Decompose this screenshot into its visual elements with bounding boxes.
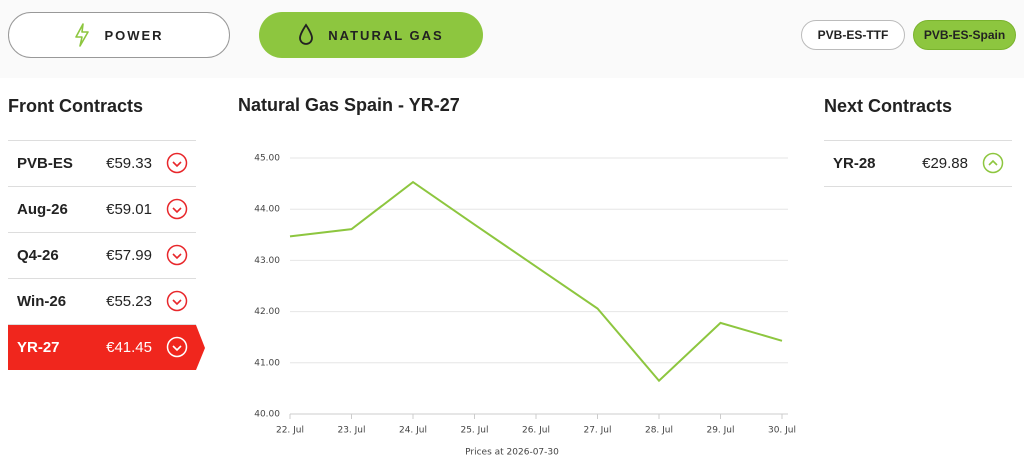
- power-tab[interactable]: POWER: [8, 12, 230, 58]
- down-icon[interactable]: [166, 198, 188, 220]
- chart-caption: Prices at 2026-07-30: [465, 448, 559, 458]
- tab-label: NATURAL GAS: [328, 27, 444, 43]
- tab-label: POWER: [104, 27, 164, 43]
- contract-name: Win-26: [17, 293, 67, 310]
- toggle-label: PVB-ES-Spain: [923, 28, 1006, 42]
- chart: Natural Gas Spain - YR-27 Prices at 2026…: [238, 95, 796, 458]
- contract-row[interactable]: Aug-26 €59.01: [8, 187, 196, 233]
- x-tick-label: 29. Jul: [706, 426, 734, 436]
- front-list: PVB-ES €59.33 Aug-26 €59.01 Q4-26 €57.99 Win-2…: [8, 140, 205, 370]
- y-tick-label: 40.00: [254, 410, 280, 420]
- contract-name: Aug-26: [17, 201, 68, 218]
- chart-title: Natural Gas Spain - YR-27: [238, 95, 460, 115]
- x-tick-label: 30. Jul: [768, 426, 796, 436]
- down-icon[interactable]: [166, 152, 188, 174]
- drop-icon: [299, 23, 314, 45]
- down-icon[interactable]: [166, 290, 188, 312]
- x-tick-label: 23. Jul: [337, 426, 365, 436]
- contract-price: €55.23: [106, 293, 152, 310]
- contract-row[interactable]: Q4-26 €57.99: [8, 233, 196, 279]
- up-icon[interactable]: [982, 152, 1004, 174]
- bolt-icon: [75, 23, 90, 47]
- contract-row[interactable]: YR-27 €41.45: [8, 325, 205, 370]
- x-tick-label: 24. Jul: [399, 426, 427, 436]
- contract-row[interactable]: YR-28 €29.88: [824, 141, 1012, 187]
- x-tick-label: 28. Jul: [645, 426, 673, 436]
- next-list: YR-28 €29.88: [824, 140, 1012, 187]
- x-tick-label: 22. Jul: [276, 426, 304, 436]
- contract-price: €57.99: [106, 247, 152, 264]
- x-tick-label: 25. Jul: [460, 426, 488, 436]
- y-tick-label: 44.00: [254, 205, 280, 215]
- top-bar: POWER NATURAL GAS PVB-ES-TTF PVB-ES-Spai…: [0, 0, 1024, 78]
- contract-name: PVB-ES: [17, 155, 73, 172]
- natural-gas-tab[interactable]: NATURAL GAS: [259, 12, 483, 58]
- x-tick-label: 26. Jul: [522, 426, 550, 436]
- section-title: Front Contracts: [8, 96, 143, 116]
- contract-row[interactable]: Win-26 €55.23: [8, 279, 196, 325]
- price-line: [289, 180, 783, 383]
- y-tick-label: 42.00: [254, 307, 280, 317]
- contract-price: €29.88: [922, 155, 968, 172]
- y-tick-label: 41.00: [254, 358, 280, 368]
- y-tick-label: 43.00: [254, 256, 280, 266]
- down-icon[interactable]: [166, 336, 188, 358]
- contract-price: €59.01: [106, 201, 152, 218]
- toggle[interactable]: PVB-ES-TTF: [801, 20, 905, 50]
- down-icon[interactable]: [166, 244, 188, 266]
- contract-name: Q4-26: [17, 247, 59, 264]
- toggle[interactable]: PVB-ES-Spain: [913, 20, 1016, 50]
- contract-name: YR-27: [17, 339, 60, 356]
- y-tick-label: 45.00: [254, 154, 280, 164]
- contract-row[interactable]: PVB-ES €59.33: [8, 141, 196, 187]
- contract-price: €59.33: [106, 155, 152, 172]
- x-tick-label: 27. Jul: [583, 426, 611, 436]
- contract-name: YR-28: [833, 155, 876, 172]
- toggle-label: PVB-ES-TTF: [817, 28, 889, 42]
- contract-price: €41.45: [106, 339, 152, 356]
- section-title: Next Contracts: [824, 96, 953, 116]
